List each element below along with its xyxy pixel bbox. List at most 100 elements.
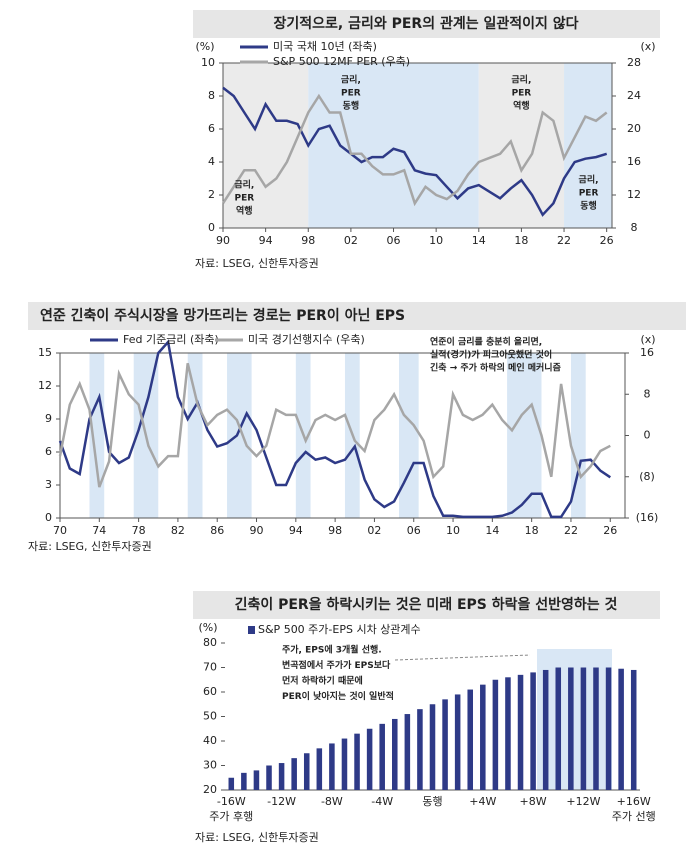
x-tick-label: 94 [259,234,273,247]
x-tick-label: 02 [367,524,381,537]
chart-title: 긴축이 PER을 하락시키는 것은 미래 EPS 하락을 선반영하는 것 [235,596,618,613]
y-tick-label: 70 [203,661,217,674]
bar [442,699,448,790]
x-tick-label: 26 [603,524,617,537]
legend-label: S&P 500 12MF PER (우축) [273,55,410,68]
x-tick-label: 86 [210,524,224,537]
y2-tick-label: 28 [627,56,641,69]
annotation: 긴축 → 주가 하락의 메인 메커니즘 [430,362,561,374]
bar [429,704,436,790]
y-tick-label: 60 [203,685,217,698]
series-line [58,339,611,519]
x-tick-label: 10 [429,234,443,247]
x-tick-label: 90 [216,234,230,247]
bar [454,694,461,790]
x-tick-label: 06 [387,234,401,247]
bar [530,672,536,790]
legend-swatch [248,626,255,634]
y2-tick-label: (16) [636,511,659,524]
y-tick-label: 30 [203,759,217,772]
x-tick-label: 26 [600,234,614,247]
y-tick-label: 3 [45,478,52,491]
plot-frame [59,352,626,519]
y-unit: (%) [198,621,217,634]
bar [505,677,511,790]
shaded-range [399,353,419,518]
bar [291,758,297,790]
y-tick-label: 10 [201,56,215,69]
y-tick-label: 4 [208,155,215,168]
annotation: 실적(경기)가 피크아웃했던 것이 [430,349,552,361]
y-tick-label: 6 [208,122,215,135]
y2-tick-label: 20 [627,122,641,135]
x-tick-label: 02 [344,234,358,247]
x-tick-label: 82 [171,524,185,537]
x-tick-label: 74 [92,524,106,537]
annotation: PER [512,89,532,99]
y2-tick-label: 8 [644,387,651,400]
chart-title: 연준 긴축이 주식시장을 망가뜨리는 경로는 PER이 아닌 EPS [40,307,405,324]
annotation: 금리, [511,74,531,86]
bar [228,777,235,790]
title-bar [28,302,686,330]
annotation: PER [341,89,361,99]
bar [303,753,310,790]
y-tick-label: 12 [38,379,52,392]
y2-tick-label: 8 [631,221,638,234]
x-tick-label: 22 [557,234,571,247]
bar [379,723,385,790]
x-tick-label: 90 [250,524,264,537]
shaded-range [478,63,565,228]
y-tick-label: 20 [203,783,217,796]
title-bar [193,10,660,38]
x-tick-label: 94 [289,524,303,537]
bar [517,674,524,790]
y2-tick-label: (8) [639,470,655,483]
x-tick-label: 10 [446,524,460,537]
x-tick-label: -8W [321,795,343,808]
annotation: 변곡점에서 주가가 EPS보다 [282,659,391,671]
annotation: PER [234,194,254,204]
annotation: 역행 [513,100,530,112]
bar [329,743,335,790]
legend-label: 미국 국채 10년 (좌축) [273,40,377,53]
annotation: PER이 낮아지는 것이 일반적 [282,690,394,702]
bar [618,668,624,790]
y-tick-label: 8 [208,89,215,102]
annotation: 주가, EPS에 3개월 선행. [282,644,382,656]
x-tick-label: +16W [617,795,651,808]
plot-frame [222,62,613,229]
x-tick-label: 98 [328,524,342,537]
y-tick-label: 6 [45,445,52,458]
highlight-box [537,649,612,790]
x-tick-label: 06 [407,524,421,537]
x-tick-label: -16W [217,795,246,808]
bar [404,714,411,790]
y-tick-label: 9 [45,412,52,425]
bar [630,669,637,790]
annotation: 금리, [234,179,254,191]
y-tick-label: 50 [203,710,217,723]
bar [605,667,612,790]
legend-label: Fed 기준금리 (좌축) [123,333,219,346]
bar [354,733,360,790]
x-tick-label: 18 [525,524,539,537]
y2-tick-label: 16 [627,155,641,168]
annotation: 연준이 금리를 충분히 올리면, [430,336,542,348]
chart-title: 장기적으로, 금리와 PER의 관계는 일관적이지 않다 [273,15,578,32]
y2-tick-label: 0 [644,429,651,442]
series-line [222,86,608,217]
legend-label: 미국 경기선행지수 (우축) [248,333,365,346]
y-tick-label: 15 [38,346,52,359]
y2-tick-label: 12 [627,188,641,201]
bar [341,738,348,790]
source: 자료: LSEG, 신한투자증권 [195,257,319,270]
x-tick-label: 14 [485,524,499,537]
series-line [58,363,611,488]
shaded-range [308,63,479,228]
shaded-range [187,353,203,518]
x-tick-label: +4W [469,795,496,808]
annotation: 금리, [341,74,361,86]
source: 자료: LSEG, 신한투자증권 [195,831,319,844]
